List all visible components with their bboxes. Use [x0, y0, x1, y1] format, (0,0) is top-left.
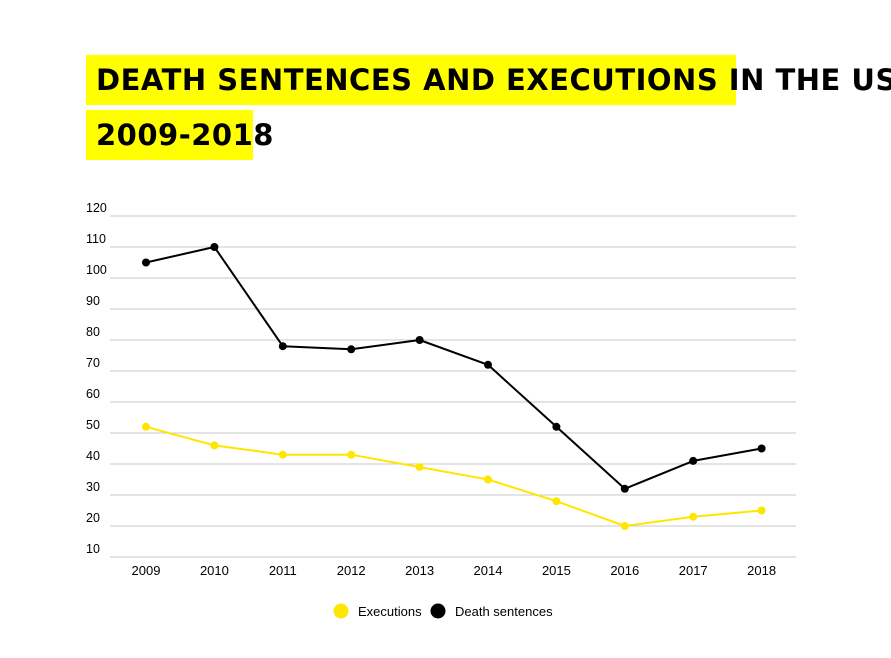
data-point-death-sentences	[484, 360, 492, 369]
data-point-death-sentences	[757, 444, 766, 453]
x-tick-label: 2017	[679, 563, 708, 578]
data-point-executions	[142, 422, 150, 431]
y-tick-label: 60	[86, 387, 100, 401]
y-tick-label: 40	[86, 449, 100, 463]
y-tick-label: 30	[86, 480, 100, 494]
data-point-death-sentences	[278, 342, 287, 351]
y-tick-label: 100	[86, 263, 107, 277]
data-point-death-sentences	[347, 345, 356, 354]
data-point-death-sentences	[620, 484, 629, 493]
x-tick-label: 2015	[542, 563, 571, 578]
data-point-executions	[620, 522, 629, 530]
x-tick-label: 2018	[747, 563, 776, 578]
x-tick-label: 2009	[132, 563, 161, 578]
legend-label-death-sentences: Death sentences	[455, 604, 553, 619]
data-point-executions	[415, 463, 424, 472]
y-tick-label: 70	[86, 356, 100, 370]
data-point-executions	[484, 475, 492, 484]
x-tick-label: 2013	[405, 563, 434, 578]
data-point-executions	[552, 497, 561, 506]
data-point-executions	[278, 450, 287, 459]
legend-marker-executions	[333, 603, 349, 619]
x-tick-label: 2016	[610, 563, 639, 578]
data-point-death-sentences	[210, 243, 219, 251]
x-tick-label: 2010	[200, 563, 229, 578]
data-point-death-sentences	[415, 336, 424, 344]
y-tick-label: 90	[86, 294, 100, 308]
x-tick-label: 2012	[337, 563, 366, 578]
data-point-executions	[210, 441, 219, 450]
data-point-death-sentences	[142, 258, 150, 267]
legend-label-executions: Executions	[358, 604, 422, 619]
legend-marker-death-sentences	[430, 603, 446, 619]
data-point-executions	[347, 450, 356, 459]
series-line-death-sentences	[145, 246, 762, 490]
data-point-death-sentences	[689, 456, 698, 465]
data-point-executions	[757, 506, 766, 515]
y-tick-label: 10	[86, 542, 100, 556]
series-line-executions	[145, 425, 762, 527]
y-tick-label: 50	[86, 418, 100, 432]
data-point-executions	[689, 512, 698, 521]
x-axis-ticks: 2009 2010 2011 2012 2013 2014 2015 2016 2017 2018	[132, 563, 777, 578]
y-axis-ticks: 120 110 100 90 80 70 60 50 40 30 20 10	[86, 201, 107, 556]
data-point-death-sentences	[552, 422, 561, 431]
y-tick-label: 120	[86, 201, 107, 215]
y-tick-label: 110	[86, 232, 106, 246]
x-tick-label: 2014	[474, 563, 503, 578]
y-tick-label: 20	[86, 511, 100, 525]
legend: Executions Death sentences	[333, 603, 553, 619]
y-tick-label: 80	[86, 325, 100, 339]
series-layer	[142, 243, 766, 530]
gridlines	[110, 215, 796, 558]
x-tick-label: 2011	[269, 563, 297, 578]
chart-title-line-2: 2009-2018	[86, 110, 273, 160]
